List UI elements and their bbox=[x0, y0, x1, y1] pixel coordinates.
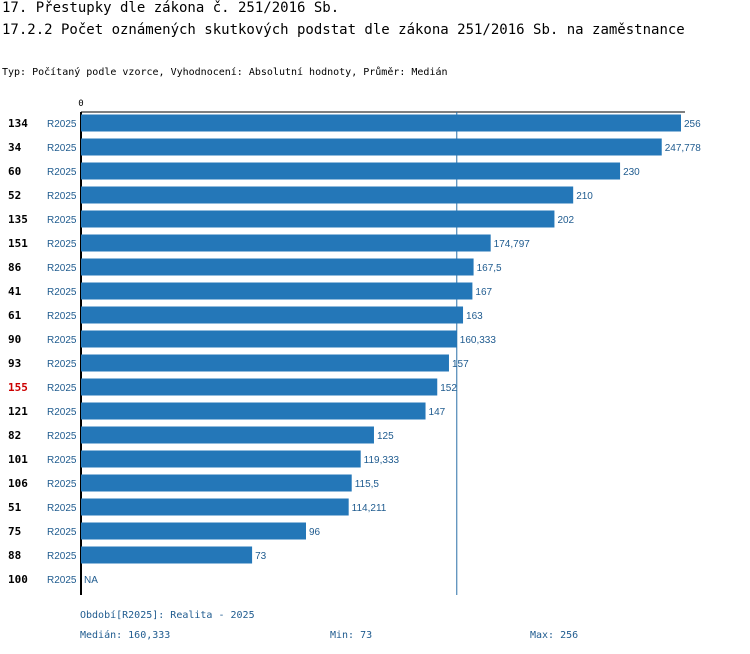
series-label: R2025 bbox=[47, 383, 77, 394]
chart-title: 17. Přestupky dle zákona č. 251/2016 Sb. bbox=[2, 0, 340, 16]
row-id-label: 86 bbox=[8, 261, 22, 274]
bar bbox=[81, 330, 457, 348]
value-label: 96 bbox=[309, 527, 321, 538]
row-id-label: 155 bbox=[8, 381, 28, 394]
row-id-label: 41 bbox=[8, 285, 22, 298]
series-label: R2025 bbox=[47, 551, 77, 562]
row-id-label: 52 bbox=[8, 189, 21, 202]
series-label: R2025 bbox=[47, 287, 77, 298]
series-label: R2025 bbox=[47, 479, 77, 490]
row-id-label: 106 bbox=[8, 477, 28, 490]
value-label: 119,333 bbox=[364, 455, 400, 466]
value-label: 114,211 bbox=[352, 503, 387, 514]
value-label: 202 bbox=[557, 215, 574, 226]
bar bbox=[81, 402, 426, 420]
chart-subtitle: 17.2.2 Počet oznámených skutkových podst… bbox=[2, 22, 685, 38]
value-label: 230 bbox=[623, 167, 640, 178]
bar bbox=[81, 258, 474, 276]
value-label: 167,5 bbox=[477, 263, 502, 274]
value-label: 115,5 bbox=[355, 479, 380, 490]
value-label: 157 bbox=[452, 359, 469, 370]
row-id-label: 151 bbox=[8, 237, 28, 250]
series-label: R2025 bbox=[47, 575, 77, 586]
bar bbox=[81, 234, 491, 252]
bar bbox=[81, 162, 621, 180]
row-id-label: 100 bbox=[8, 573, 28, 586]
series-label: R2025 bbox=[47, 143, 77, 154]
footer-max: Max: 256 bbox=[530, 630, 579, 641]
series-label: R2025 bbox=[47, 431, 77, 442]
series-label: R2025 bbox=[47, 335, 77, 346]
row-id-label: 135 bbox=[8, 213, 28, 226]
value-label: 160,333 bbox=[460, 335, 497, 346]
value-label: 125 bbox=[377, 431, 394, 442]
value-label: 174,797 bbox=[494, 239, 531, 250]
series-label: R2025 bbox=[47, 359, 77, 370]
bar bbox=[81, 498, 349, 516]
bar bbox=[81, 306, 464, 324]
row-id-label: 82 bbox=[8, 429, 21, 442]
row-id-label: 134 bbox=[8, 117, 28, 130]
row-id-label: 51 bbox=[8, 501, 22, 514]
bar bbox=[81, 378, 438, 396]
row-id-label: 121 bbox=[8, 405, 28, 418]
value-label: NA bbox=[84, 575, 98, 586]
row-id-label: 61 bbox=[8, 309, 22, 322]
series-label: R2025 bbox=[47, 455, 77, 466]
bar bbox=[81, 186, 574, 204]
value-label: 152 bbox=[440, 383, 457, 394]
value-label: 73 bbox=[255, 551, 267, 562]
bar bbox=[81, 282, 473, 300]
series-label: R2025 bbox=[47, 407, 77, 418]
row-id-label: 60 bbox=[8, 165, 21, 178]
footer-min: Min: 73 bbox=[330, 630, 373, 641]
row-id-label: 93 bbox=[8, 357, 21, 370]
value-label: 210 bbox=[576, 191, 593, 202]
series-label: R2025 bbox=[47, 527, 77, 538]
series-label: R2025 bbox=[47, 119, 77, 130]
value-label: 147 bbox=[429, 407, 446, 418]
series-label: R2025 bbox=[47, 191, 77, 202]
bar bbox=[81, 450, 361, 468]
bar bbox=[81, 546, 253, 564]
bar bbox=[81, 210, 555, 228]
axis-zero-label: 0 bbox=[78, 99, 83, 109]
row-id-label: 34 bbox=[8, 141, 22, 154]
bar bbox=[81, 426, 374, 444]
row-id-label: 101 bbox=[8, 453, 28, 466]
bar bbox=[81, 522, 306, 540]
series-label: R2025 bbox=[47, 167, 77, 178]
series-label: R2025 bbox=[47, 239, 77, 250]
row-id-label: 88 bbox=[8, 549, 21, 562]
value-label: 256 bbox=[684, 119, 701, 130]
series-label: R2025 bbox=[47, 311, 77, 322]
bar bbox=[81, 114, 681, 132]
series-label: R2025 bbox=[47, 503, 77, 514]
bar bbox=[81, 474, 352, 492]
value-label: 247,778 bbox=[665, 143, 702, 154]
row-id-label: 75 bbox=[8, 525, 21, 538]
value-label: 163 bbox=[466, 311, 483, 322]
type-description: Typ: Počítaný podle vzorce, Vyhodnocení:… bbox=[2, 67, 448, 78]
bar bbox=[81, 354, 449, 372]
row-id-label: 90 bbox=[8, 333, 21, 346]
footer-median: Medián: 160,333 bbox=[80, 630, 171, 641]
series-label: R2025 bbox=[47, 215, 77, 226]
footer-period: Období[R2025]: Realita - 2025 bbox=[80, 610, 255, 621]
series-label: R2025 bbox=[47, 263, 77, 274]
value-label: 167 bbox=[475, 287, 492, 298]
bar bbox=[81, 138, 662, 156]
